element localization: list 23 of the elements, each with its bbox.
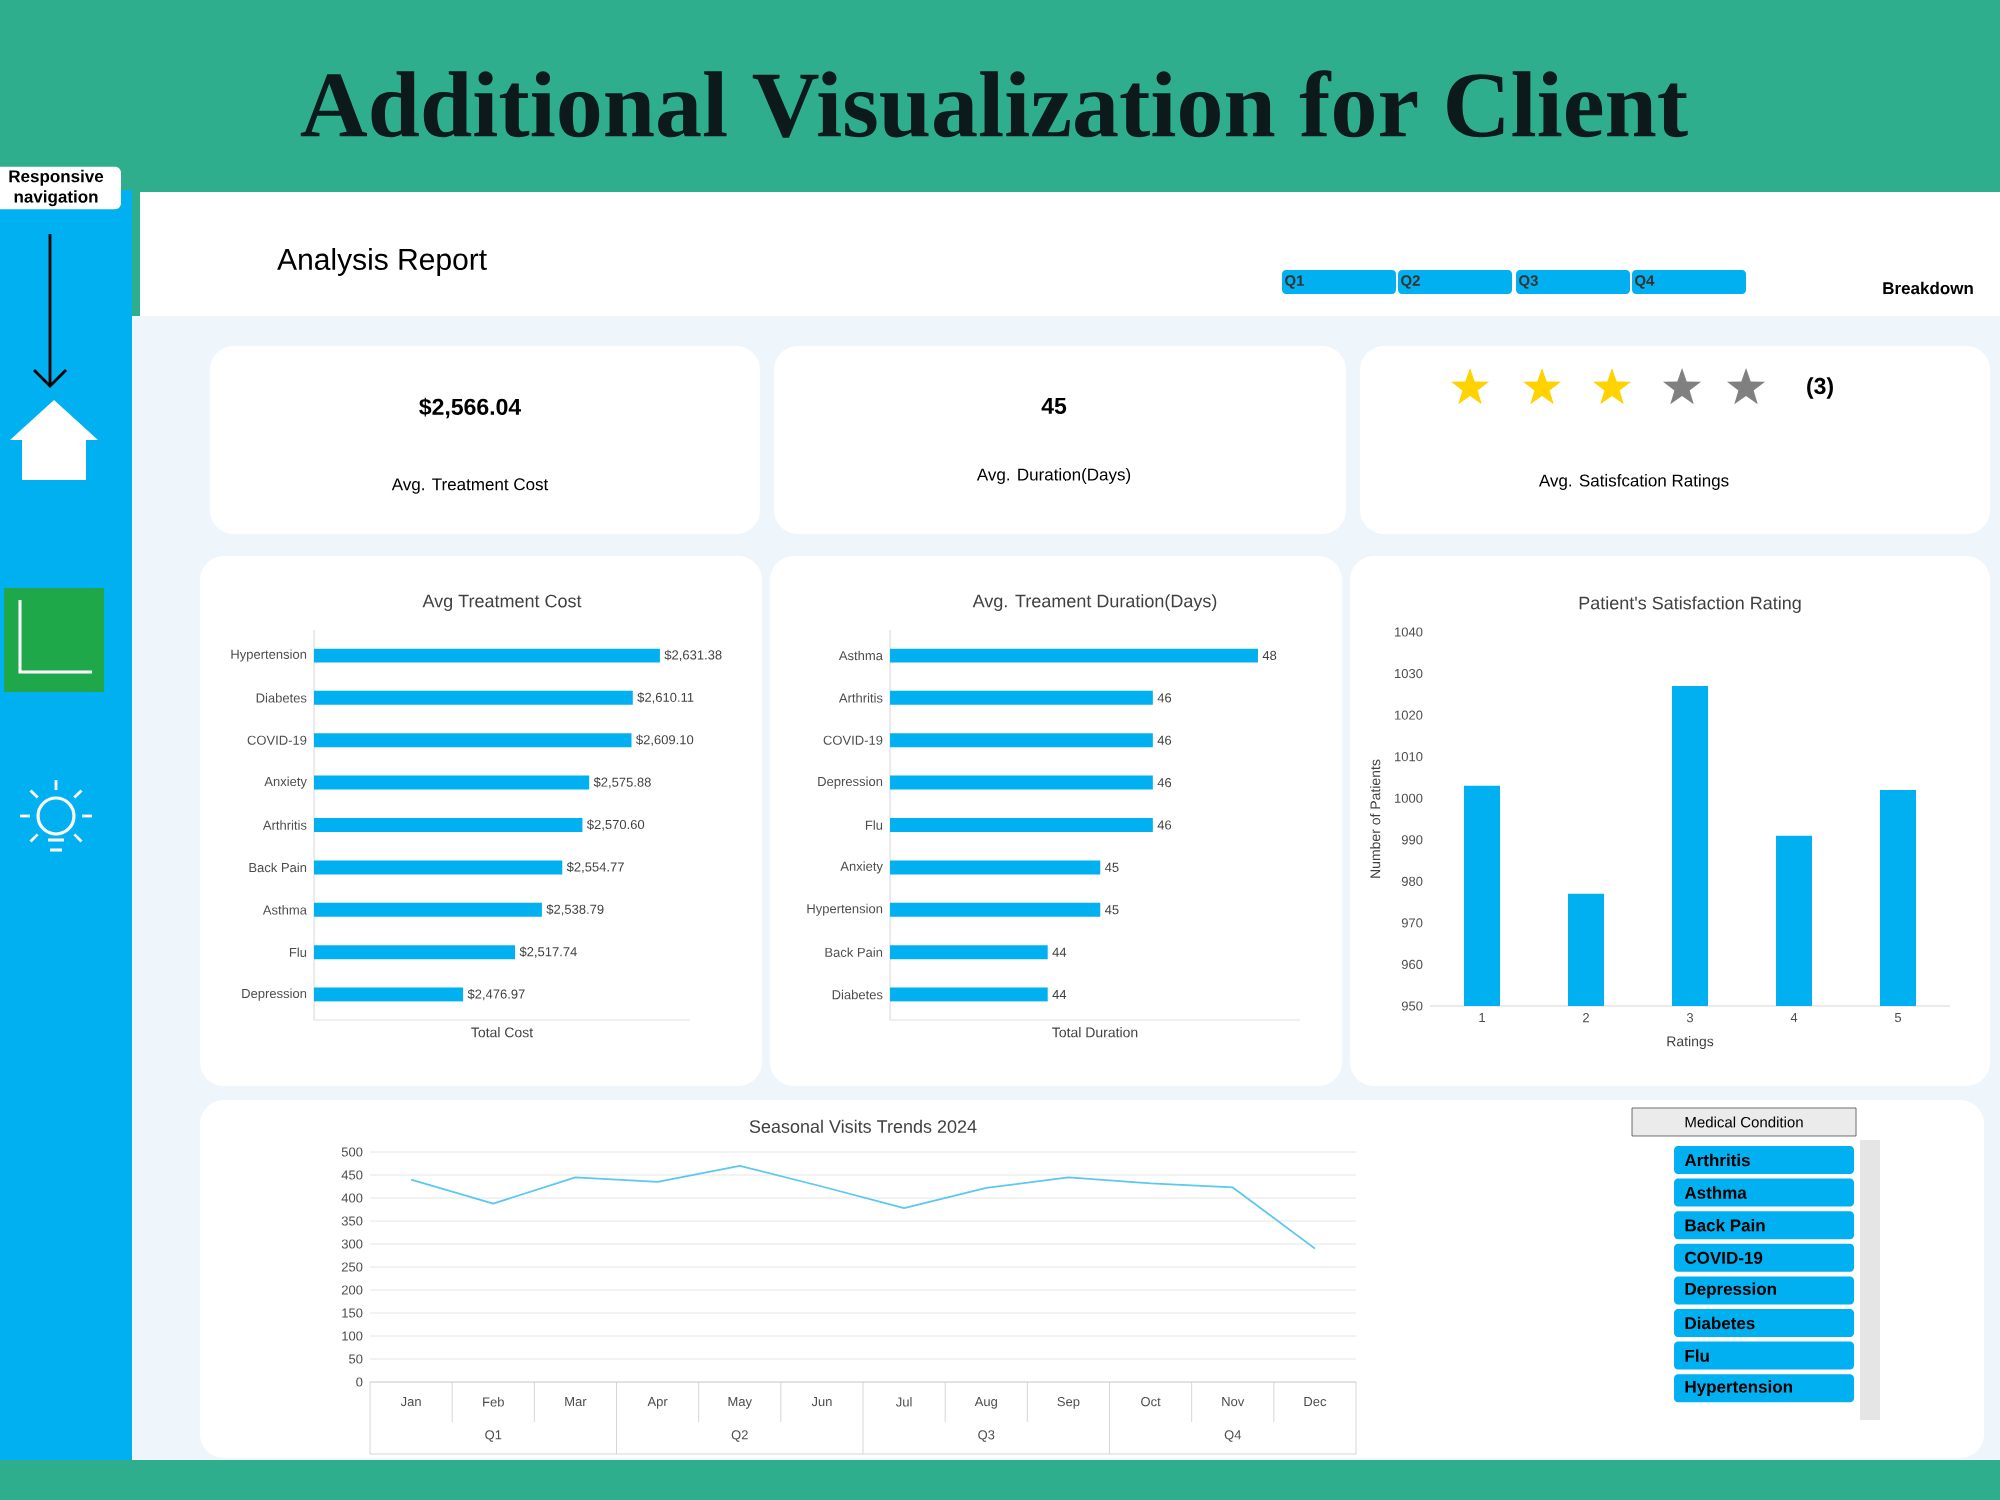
text: (3): [1807, 377, 1833, 399]
text: Additional Visualization for Client: [300, 70, 1688, 138]
text: Depression: [1685, 1282, 1776, 1299]
text: Asthma: [1684, 1186, 1747, 1199]
chart-title: Patient's Satisfaction Rating: [1579, 596, 1801, 613]
text: Arthritis: [1684, 1153, 1750, 1167]
chart-title: Avg Treatment Cost: [422, 594, 582, 611]
text: Hypertension: [1685, 1380, 1792, 1397]
chart-title: Seasonal Visits Trends 2024: [749, 1119, 977, 1133]
text: Analysis Report: [277, 248, 487, 276]
text: Flu: [1685, 1349, 1709, 1362]
text: $2,566.04: [419, 397, 522, 419]
text: COVID-19: [1685, 1251, 1763, 1264]
text: Breakdown: [1883, 281, 1973, 295]
text: Avg. Treatment Cost: [391, 478, 549, 494]
line-series: [410, 1164, 1316, 1250]
text: Diabetes: [1685, 1316, 1755, 1330]
text: 45: [1041, 397, 1067, 415]
text: Back Pain: [1685, 1218, 1765, 1232]
text: Avg. Duration(Days): [976, 468, 1131, 484]
chart-title: Avg. Treament Duration(Days): [972, 594, 1217, 611]
text: Avg. Satisfcation Ratings: [1538, 474, 1729, 490]
text: Responsive navigation: [9, 169, 104, 207]
